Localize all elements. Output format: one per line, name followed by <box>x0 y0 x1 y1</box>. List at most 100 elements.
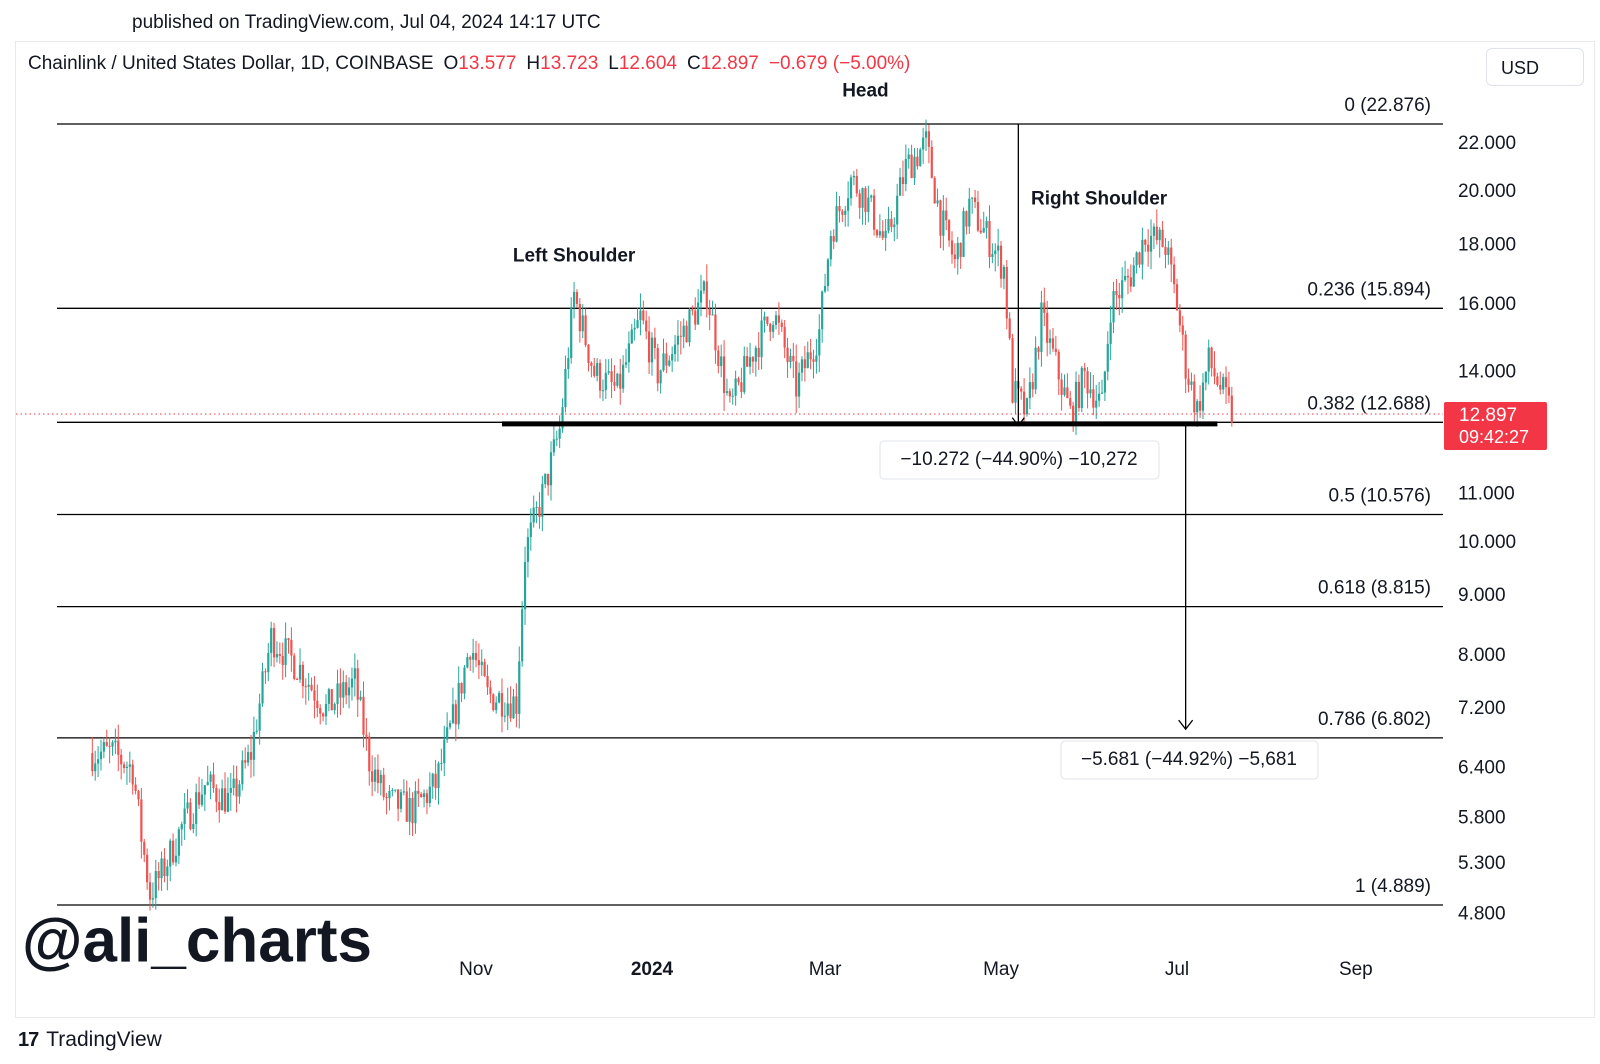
candle-body <box>847 198 850 211</box>
open-value: 13.577 <box>458 53 517 74</box>
candle-body <box>1175 284 1179 311</box>
candle-body <box>927 131 931 147</box>
low-label: L <box>608 53 619 74</box>
candle-body <box>601 390 605 392</box>
candle-body <box>394 789 397 791</box>
candle-body <box>270 628 273 653</box>
candle-body <box>261 671 264 704</box>
last-price-countdown: 09:42:27 <box>1459 427 1529 447</box>
candle-body <box>722 356 726 393</box>
candle-body <box>835 206 838 242</box>
candle-body <box>120 754 123 765</box>
x-tick-label: Nov <box>459 959 493 980</box>
candle-body <box>1109 322 1112 344</box>
candle-body <box>656 348 659 384</box>
candle-body <box>310 684 313 691</box>
candle-body <box>526 537 530 562</box>
candle-body <box>1048 338 1052 343</box>
candle-body <box>705 281 708 310</box>
candle-body <box>114 740 117 743</box>
candle-body <box>486 675 489 688</box>
candle-body <box>448 722 452 728</box>
candle-body <box>829 236 832 260</box>
candle-body <box>1054 348 1057 352</box>
candle-body <box>1069 398 1072 406</box>
candle-body <box>901 177 905 185</box>
candle-body <box>99 751 103 760</box>
candle-body <box>1112 290 1115 323</box>
candle-body <box>316 700 319 709</box>
candle-body <box>189 802 192 830</box>
candle-body <box>861 188 864 208</box>
high-label: H <box>526 53 541 74</box>
y-tick-label: 11.000 <box>1458 484 1515 505</box>
candle-body <box>258 703 261 731</box>
currency-button[interactable]: USD <box>1486 48 1584 86</box>
candle-body <box>405 791 408 822</box>
candle-body <box>1213 368 1216 377</box>
candle-body <box>480 661 483 666</box>
candle-body <box>936 200 939 204</box>
candle-body <box>653 337 656 349</box>
candle-body <box>140 799 143 842</box>
candle-body <box>997 245 1000 251</box>
candle-body <box>469 657 472 660</box>
candle-body <box>131 764 134 785</box>
candle-body <box>523 561 527 610</box>
candle-body <box>982 227 985 233</box>
candle-body <box>647 331 651 363</box>
candle-body <box>950 240 954 255</box>
candle-body <box>1034 347 1037 390</box>
candle-body <box>275 654 279 658</box>
candle-body <box>774 315 778 325</box>
candle-body <box>838 206 841 212</box>
candle-body <box>645 320 648 332</box>
candle-body <box>1046 312 1049 343</box>
published-note: published on TradingView.com, Jul 04, 20… <box>132 12 601 33</box>
symbol-title[interactable]: Chainlink / United States Dollar, 1D, CO… <box>28 53 434 74</box>
candle-body <box>163 858 166 877</box>
candle-body <box>604 372 607 391</box>
candle-body <box>454 704 457 725</box>
candle-body <box>411 797 414 824</box>
candle-body <box>812 359 815 362</box>
candle-body <box>186 802 189 809</box>
candle-body <box>659 370 662 384</box>
candle-body <box>728 391 731 397</box>
annotation-head: Head <box>842 80 888 101</box>
candle-body <box>1014 380 1017 403</box>
candle-body <box>1028 382 1031 399</box>
candle-body <box>174 855 178 863</box>
candle-body <box>803 359 806 369</box>
candle-body <box>965 211 968 227</box>
candle-body <box>789 355 792 363</box>
candle-body <box>849 177 853 199</box>
candle-body <box>1167 247 1170 255</box>
candle-body <box>342 682 345 698</box>
candle-body <box>691 309 694 311</box>
candle-body <box>823 286 827 292</box>
candle-body <box>1190 381 1193 385</box>
last-price-value: 12.897 <box>1459 405 1517 426</box>
fib-label-0.382: 0.382 (12.688) <box>1307 393 1431 414</box>
candle-body <box>627 343 630 363</box>
candle-body <box>264 671 267 673</box>
candle-body <box>362 696 365 735</box>
fib-label-0.618: 0.618 (8.815) <box>1318 578 1431 599</box>
candle-body <box>948 220 951 241</box>
candle-body <box>933 177 936 204</box>
candle-body <box>549 452 553 486</box>
candle-body <box>792 355 795 362</box>
candle-body <box>1060 379 1063 395</box>
candle-body <box>676 335 680 345</box>
candle-body <box>1115 290 1118 295</box>
candle-body <box>249 752 253 760</box>
candle-body <box>512 696 515 719</box>
candle-body <box>910 154 913 179</box>
y-tick-label: 4.800 <box>1458 903 1506 924</box>
candle-body <box>443 739 446 764</box>
candle-body <box>1201 382 1205 411</box>
measure-2-arrow-icon <box>1178 719 1194 731</box>
candle-body <box>572 291 576 308</box>
